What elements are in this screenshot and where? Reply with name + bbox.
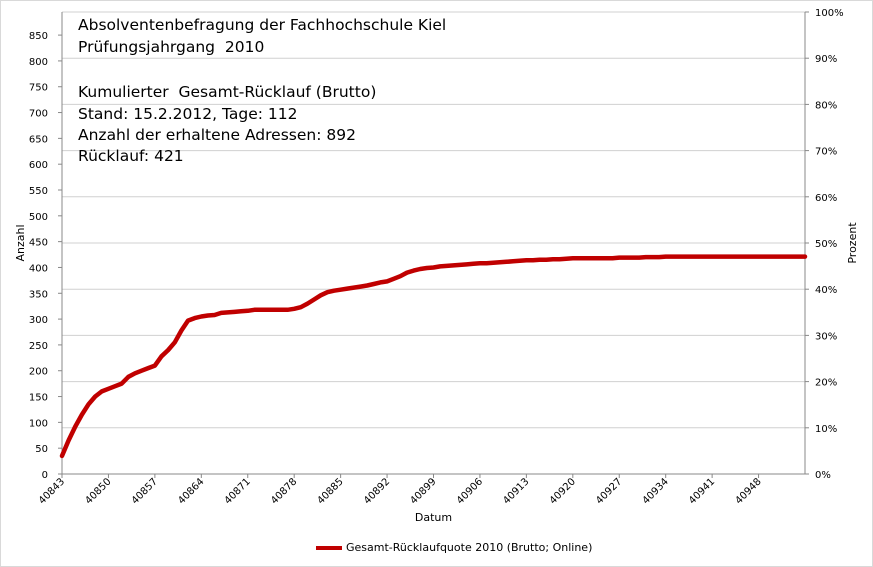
y-tick-label: 250 [29,341,48,352]
y2-tick-label: 90% [815,54,837,65]
x-tick-label: 40850 [83,476,113,506]
y-tick-label: 450 [29,238,48,249]
y-tick-label: 800 [29,57,48,68]
y-tick-label: 750 [29,83,48,94]
y-tick-label: 650 [29,134,48,145]
y-tick-label: 200 [29,367,48,378]
y-tick-label: 0 [42,470,48,481]
y-tick-label: 350 [29,289,48,300]
y2-tick-label: 10% [815,424,837,435]
x-tick-label: 40871 [223,476,253,506]
x-tick-label: 40948 [733,476,763,506]
y-tick-label: 600 [29,160,48,171]
x-tick-label: 40906 [455,476,485,506]
x-tick-label: 40885 [315,476,345,506]
y2-tick-label: 80% [815,100,837,111]
x-tick-label: 40857 [130,476,160,506]
series-line [59,254,808,459]
x-tick-label: 40920 [548,476,578,506]
series-lines [59,254,808,459]
y-tick-label: 550 [29,186,48,197]
x-tick-label: 40878 [269,476,299,506]
annotation-return: Rücklauf: 421 [78,147,184,165]
y2-tick-label: 0% [815,470,831,481]
annotation-title: Absolventenbefragung der Fachhochschule … [78,16,447,34]
y-tick-label: 50 [35,444,48,455]
y2-tick-label: 50% [815,239,837,250]
x-tick-label: 40899 [408,476,438,506]
y-tick-label: 400 [29,263,48,274]
annotation-addresses: Anzahl der erhaltene Adressen: 892 [78,126,356,144]
y-tick-label: 850 [29,31,48,42]
legend: Gesamt-Rücklaufquote 2010 (Brutto; Onlin… [316,541,592,554]
legend-label: Gesamt-Rücklaufquote 2010 (Brutto; Onlin… [346,541,593,554]
y-tick-label: 150 [29,393,48,404]
y-axis-label: Anzahl [14,224,27,261]
x-tick-label: 40864 [176,476,206,506]
x-tick-labels: 40843 40850 40857 40864 40871 40878 40885 40892… [37,476,764,506]
legend-swatch [316,545,342,550]
x-axis-label: Datum [415,511,452,524]
y-tick-label: 100 [29,418,48,429]
annotation-status: Stand: 15.2.2012, Tage: 112 [78,105,298,123]
y-tick-label: 700 [29,109,48,120]
y2-tick-label: 40% [815,285,837,296]
x-tick-label: 40934 [641,476,671,506]
y2-tick-label: 100% [815,8,844,19]
y-tick-label: 300 [29,315,48,326]
y2-tick-labels: 0% 10% 20% 30% 40% 50% 60% 70% 80% 90% 100% [815,8,844,481]
gridlines [62,11,805,429]
y2-tick-label: 20% [815,378,837,389]
x-tick-label: 40913 [501,476,531,506]
y-tick-label: 500 [29,212,48,223]
annotation-heading: Kumulierter Gesamt-Rücklauf (Brutto) [78,83,377,101]
x-tick-label: 40927 [594,476,624,506]
x-tick-label: 40941 [687,476,717,506]
y-tick-labels: 0 50 100 150 200 250 300 350 400 450 500 550 600 650 7… [29,31,48,481]
annotation-subtitle: Prüfungsjahrgang 2010 [78,38,265,56]
y2-tick-label: 70% [815,147,837,158]
y2-axis-label: Prozent [846,222,859,264]
x-tick-label: 40892 [362,476,392,506]
y2-tick-label: 30% [815,331,837,342]
axes [58,11,809,478]
y2-tick-label: 60% [815,193,837,204]
